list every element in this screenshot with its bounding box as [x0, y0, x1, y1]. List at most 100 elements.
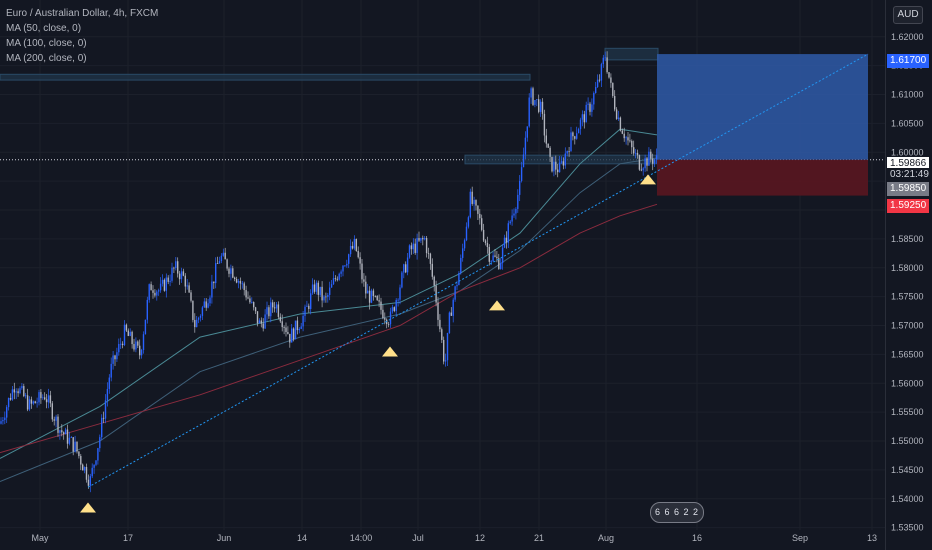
candle-body — [203, 301, 205, 308]
candle-body — [26, 395, 29, 410]
candle-body — [294, 320, 297, 340]
candle-body — [173, 267, 175, 269]
price-tick-label: 1.55000 — [891, 436, 924, 446]
candle-body — [397, 299, 399, 301]
candle-body — [410, 245, 413, 250]
time-tick-label: Aug — [598, 533, 614, 543]
candle-body — [281, 321, 283, 328]
candle-body — [258, 320, 261, 324]
candle-body — [336, 278, 338, 280]
price-tag: 1.59850 — [887, 182, 930, 196]
symbol-title[interactable]: Euro / Australian Dollar, 4h, FXCM — [6, 8, 159, 19]
candle-body — [70, 437, 72, 438]
candle-body — [558, 162, 561, 173]
candle-body — [197, 317, 200, 320]
resistance-zone — [604, 47, 659, 61]
candle-body — [460, 257, 462, 274]
candle-body — [222, 252, 224, 256]
candle-body — [338, 273, 340, 280]
candle-body — [553, 161, 555, 172]
candle-body — [344, 265, 346, 267]
indicator-ma50[interactable]: MA (50, close, 0) — [6, 23, 82, 34]
candle-body — [298, 328, 300, 331]
candle-body — [602, 57, 604, 65]
indicator-ma100[interactable]: MA (100, close, 0) — [6, 38, 87, 49]
candle-body — [21, 386, 23, 389]
candle-body — [528, 97, 530, 127]
candle-body — [171, 267, 173, 281]
price-tick-label: 1.55500 — [891, 407, 924, 417]
candle-body — [239, 281, 242, 284]
candle-body — [435, 285, 437, 303]
currency-button[interactable]: AUD — [893, 6, 923, 24]
candle-body — [135, 341, 137, 350]
time-tick-label: May — [31, 533, 49, 543]
candle-body — [534, 100, 536, 105]
candle-body — [308, 305, 310, 309]
candle-body — [152, 290, 154, 293]
candle-body — [9, 397, 12, 400]
candle-body — [572, 132, 574, 137]
candle-body — [53, 419, 55, 421]
candle-body — [340, 271, 342, 274]
candle-body — [93, 464, 95, 468]
candle-body — [524, 137, 527, 155]
candle-body — [332, 278, 335, 285]
candle-body — [477, 205, 479, 214]
candle-body — [517, 194, 519, 209]
triangle-marker — [382, 346, 398, 357]
candle-body — [150, 284, 152, 291]
candle-body — [188, 285, 190, 293]
candle-body — [283, 327, 285, 328]
candle-body — [300, 326, 302, 329]
indicator-ma200[interactable]: MA (200, close, 0) — [6, 53, 87, 64]
candle-body — [492, 255, 494, 261]
ma100-line — [0, 157, 658, 482]
candle-body — [234, 277, 236, 279]
chart-legend: Euro / Australian Dollar, 4h, FXCM MA (5… — [6, 6, 158, 66]
candle-body — [615, 109, 618, 119]
candle-body — [121, 343, 124, 346]
candle-body — [277, 304, 280, 317]
candle-body — [120, 343, 122, 345]
candle-body — [549, 147, 551, 157]
events-badge[interactable]: 6 6 6 2 2 — [650, 502, 704, 523]
candle-body — [579, 119, 582, 130]
candle-body — [357, 250, 359, 258]
candle-body — [224, 252, 226, 260]
candle-body — [230, 268, 232, 274]
candle-body — [44, 397, 46, 400]
candle-body — [256, 311, 259, 324]
candle-body — [270, 302, 272, 317]
take-profit-zone — [657, 54, 868, 160]
time-tick-label: 21 — [534, 533, 544, 543]
candle-body — [253, 302, 255, 308]
candle-body — [241, 283, 243, 285]
candle-body — [167, 277, 169, 282]
price-tick-label: 1.62000 — [891, 32, 924, 42]
candle-body — [363, 279, 365, 282]
candle-body — [272, 302, 274, 308]
candle-body — [97, 448, 99, 461]
candle-body — [66, 429, 69, 444]
candle-body — [642, 168, 644, 171]
candle-body — [498, 258, 500, 269]
candle-body — [247, 297, 249, 299]
candle-body — [110, 363, 112, 378]
candle-body — [420, 237, 422, 241]
candle-body — [522, 154, 525, 168]
candle-body — [142, 334, 145, 351]
candle-body — [439, 319, 441, 330]
candle-body — [646, 158, 648, 166]
candle-body — [36, 402, 38, 404]
candle-body — [57, 416, 59, 433]
candle-body — [577, 129, 580, 134]
candle-body — [463, 240, 466, 249]
time-tick-label: 13 — [867, 533, 877, 543]
candle-body — [532, 88, 534, 105]
price-tag: 1.61700 — [887, 54, 930, 68]
candle-body — [235, 278, 238, 283]
price-tag: 03:21:49 — [887, 168, 932, 182]
candle-body — [287, 332, 289, 334]
